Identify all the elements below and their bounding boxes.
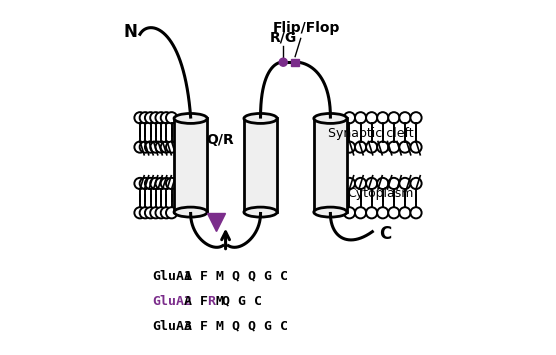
Circle shape xyxy=(145,178,156,189)
Circle shape xyxy=(135,178,146,189)
Circle shape xyxy=(388,207,399,218)
Circle shape xyxy=(156,142,167,153)
Text: GluA3: GluA3 xyxy=(152,320,192,333)
Text: R/G: R/G xyxy=(270,31,297,45)
Text: R: R xyxy=(207,295,216,308)
Circle shape xyxy=(377,178,388,189)
Circle shape xyxy=(410,142,421,153)
Circle shape xyxy=(410,112,421,123)
Bar xyxy=(174,119,207,212)
Circle shape xyxy=(140,178,151,189)
Circle shape xyxy=(366,178,377,189)
Circle shape xyxy=(166,142,177,153)
Circle shape xyxy=(150,112,161,123)
Circle shape xyxy=(344,112,355,123)
Text: Flip/Flop: Flip/Flop xyxy=(272,22,340,36)
Circle shape xyxy=(366,142,377,153)
Circle shape xyxy=(166,178,177,189)
Text: A F M Q Q G C: A F M Q Q G C xyxy=(185,269,289,283)
Circle shape xyxy=(140,207,151,218)
Circle shape xyxy=(355,207,366,218)
Text: GluA2: GluA2 xyxy=(152,295,192,308)
Circle shape xyxy=(355,112,366,123)
Circle shape xyxy=(388,178,399,189)
Circle shape xyxy=(366,207,377,218)
Ellipse shape xyxy=(314,207,347,217)
Circle shape xyxy=(135,142,146,153)
Text: A F M Q Q G C: A F M Q Q G C xyxy=(185,320,289,333)
Circle shape xyxy=(150,178,161,189)
Text: C: C xyxy=(379,225,391,243)
Circle shape xyxy=(388,142,399,153)
Circle shape xyxy=(399,178,410,189)
Text: Cytoplasm: Cytoplasm xyxy=(347,187,414,200)
Circle shape xyxy=(145,112,156,123)
Circle shape xyxy=(344,207,355,218)
Circle shape xyxy=(355,178,366,189)
Circle shape xyxy=(150,207,161,218)
Circle shape xyxy=(161,178,172,189)
Text: A F M: A F M xyxy=(185,295,232,308)
Ellipse shape xyxy=(174,207,207,217)
Circle shape xyxy=(344,142,355,153)
Circle shape xyxy=(145,207,156,218)
Bar xyxy=(291,59,299,66)
Circle shape xyxy=(410,178,421,189)
Circle shape xyxy=(156,178,167,189)
Circle shape xyxy=(279,58,287,66)
Circle shape xyxy=(161,207,172,218)
Circle shape xyxy=(156,207,167,218)
Circle shape xyxy=(399,207,410,218)
Circle shape xyxy=(166,112,177,123)
Circle shape xyxy=(150,142,161,153)
Circle shape xyxy=(399,112,410,123)
Circle shape xyxy=(135,112,146,123)
Ellipse shape xyxy=(314,114,347,124)
Circle shape xyxy=(377,112,388,123)
Circle shape xyxy=(166,207,177,218)
Circle shape xyxy=(140,112,151,123)
Circle shape xyxy=(344,178,355,189)
Text: Synaptic cleft: Synaptic cleft xyxy=(328,127,414,140)
Bar xyxy=(314,119,347,212)
Text: Q G C: Q G C xyxy=(214,295,262,308)
Circle shape xyxy=(388,112,399,123)
Bar xyxy=(244,119,277,212)
Circle shape xyxy=(161,142,172,153)
Circle shape xyxy=(377,142,388,153)
Text: N: N xyxy=(123,23,137,42)
Circle shape xyxy=(140,142,151,153)
Ellipse shape xyxy=(244,114,277,124)
Circle shape xyxy=(355,142,366,153)
Text: Q/R: Q/R xyxy=(206,133,234,147)
Circle shape xyxy=(399,142,410,153)
Ellipse shape xyxy=(244,207,277,217)
Ellipse shape xyxy=(174,114,207,124)
Circle shape xyxy=(145,142,156,153)
Circle shape xyxy=(135,207,146,218)
Text: GluA1: GluA1 xyxy=(152,269,192,283)
Circle shape xyxy=(366,112,377,123)
Circle shape xyxy=(156,112,167,123)
Circle shape xyxy=(161,112,172,123)
Circle shape xyxy=(377,207,388,218)
Circle shape xyxy=(410,207,421,218)
